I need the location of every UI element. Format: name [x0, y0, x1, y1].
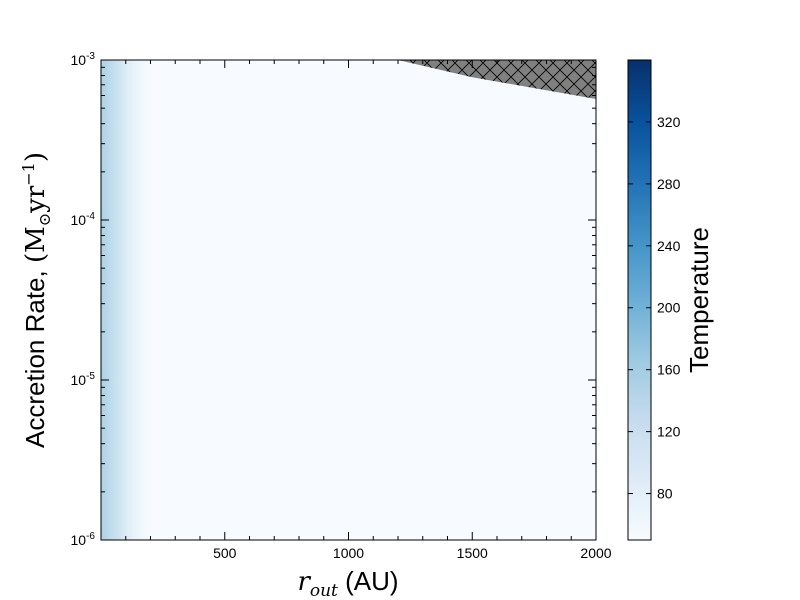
excluded-region-hatch — [398, 60, 596, 100]
heatmap-high-temperature-edge — [101, 60, 158, 540]
colorbar-tick-label: 160 — [657, 362, 681, 378]
heatmap-background — [101, 60, 596, 540]
y-axis-title-exponent: −1 — [19, 162, 38, 186]
colorbar-tick-label: 240 — [657, 238, 681, 254]
y-axis-title-close: ) — [21, 152, 51, 162]
x-tick-label: 2000 — [580, 545, 611, 561]
colorbar-tick-label: 320 — [657, 114, 681, 130]
y-tick-label: 10-4 — [71, 211, 96, 228]
x-axis-title-unit: (AU) — [338, 566, 399, 596]
colorbar-tick-label: 80 — [657, 486, 673, 502]
y-axis-ticks: 10-3 10-4 10-5 10-6 — [71, 51, 596, 548]
colorbar: 80 120 160 200 240 280 320 — [627, 59, 681, 541]
x-tick-label: 1500 — [457, 545, 488, 561]
y-tick-label: 10-3 — [71, 51, 96, 68]
y-tick-label: 10-6 — [71, 531, 96, 548]
colorbar-title: Temperature — [684, 227, 714, 373]
x-tick-label: 500 — [213, 545, 237, 561]
y-axis-title-sun-symbol: ⊙ — [35, 213, 54, 226]
colorbar-tick-label: 280 — [657, 176, 681, 192]
colorbar-ticks: 80 120 160 200 240 280 320 — [628, 114, 681, 502]
y-axis-title-open: (M — [21, 226, 51, 263]
x-axis-ticks: 500 1000 1500 2000 — [125, 60, 612, 561]
colorbar-gradient — [627, 59, 652, 541]
x-axis-title-symbol: r — [297, 567, 311, 597]
x-axis-title: rout (AU) — [297, 566, 398, 600]
heatmap-plot — [100, 59, 597, 541]
y-axis-title-unit: yr — [21, 185, 51, 214]
y-axis-title-text: Accretion Rate, — [20, 263, 50, 448]
colorbar-tick-label: 120 — [657, 424, 681, 440]
colorbar-tick-label: 200 — [657, 300, 681, 316]
x-tick-label: 1000 — [333, 545, 364, 561]
y-axis-title: Accretion Rate, (M⊙yr−1) — [19, 152, 54, 448]
y-tick-label: 10-5 — [71, 371, 96, 388]
x-axis-title-subscript: out — [310, 581, 338, 600]
